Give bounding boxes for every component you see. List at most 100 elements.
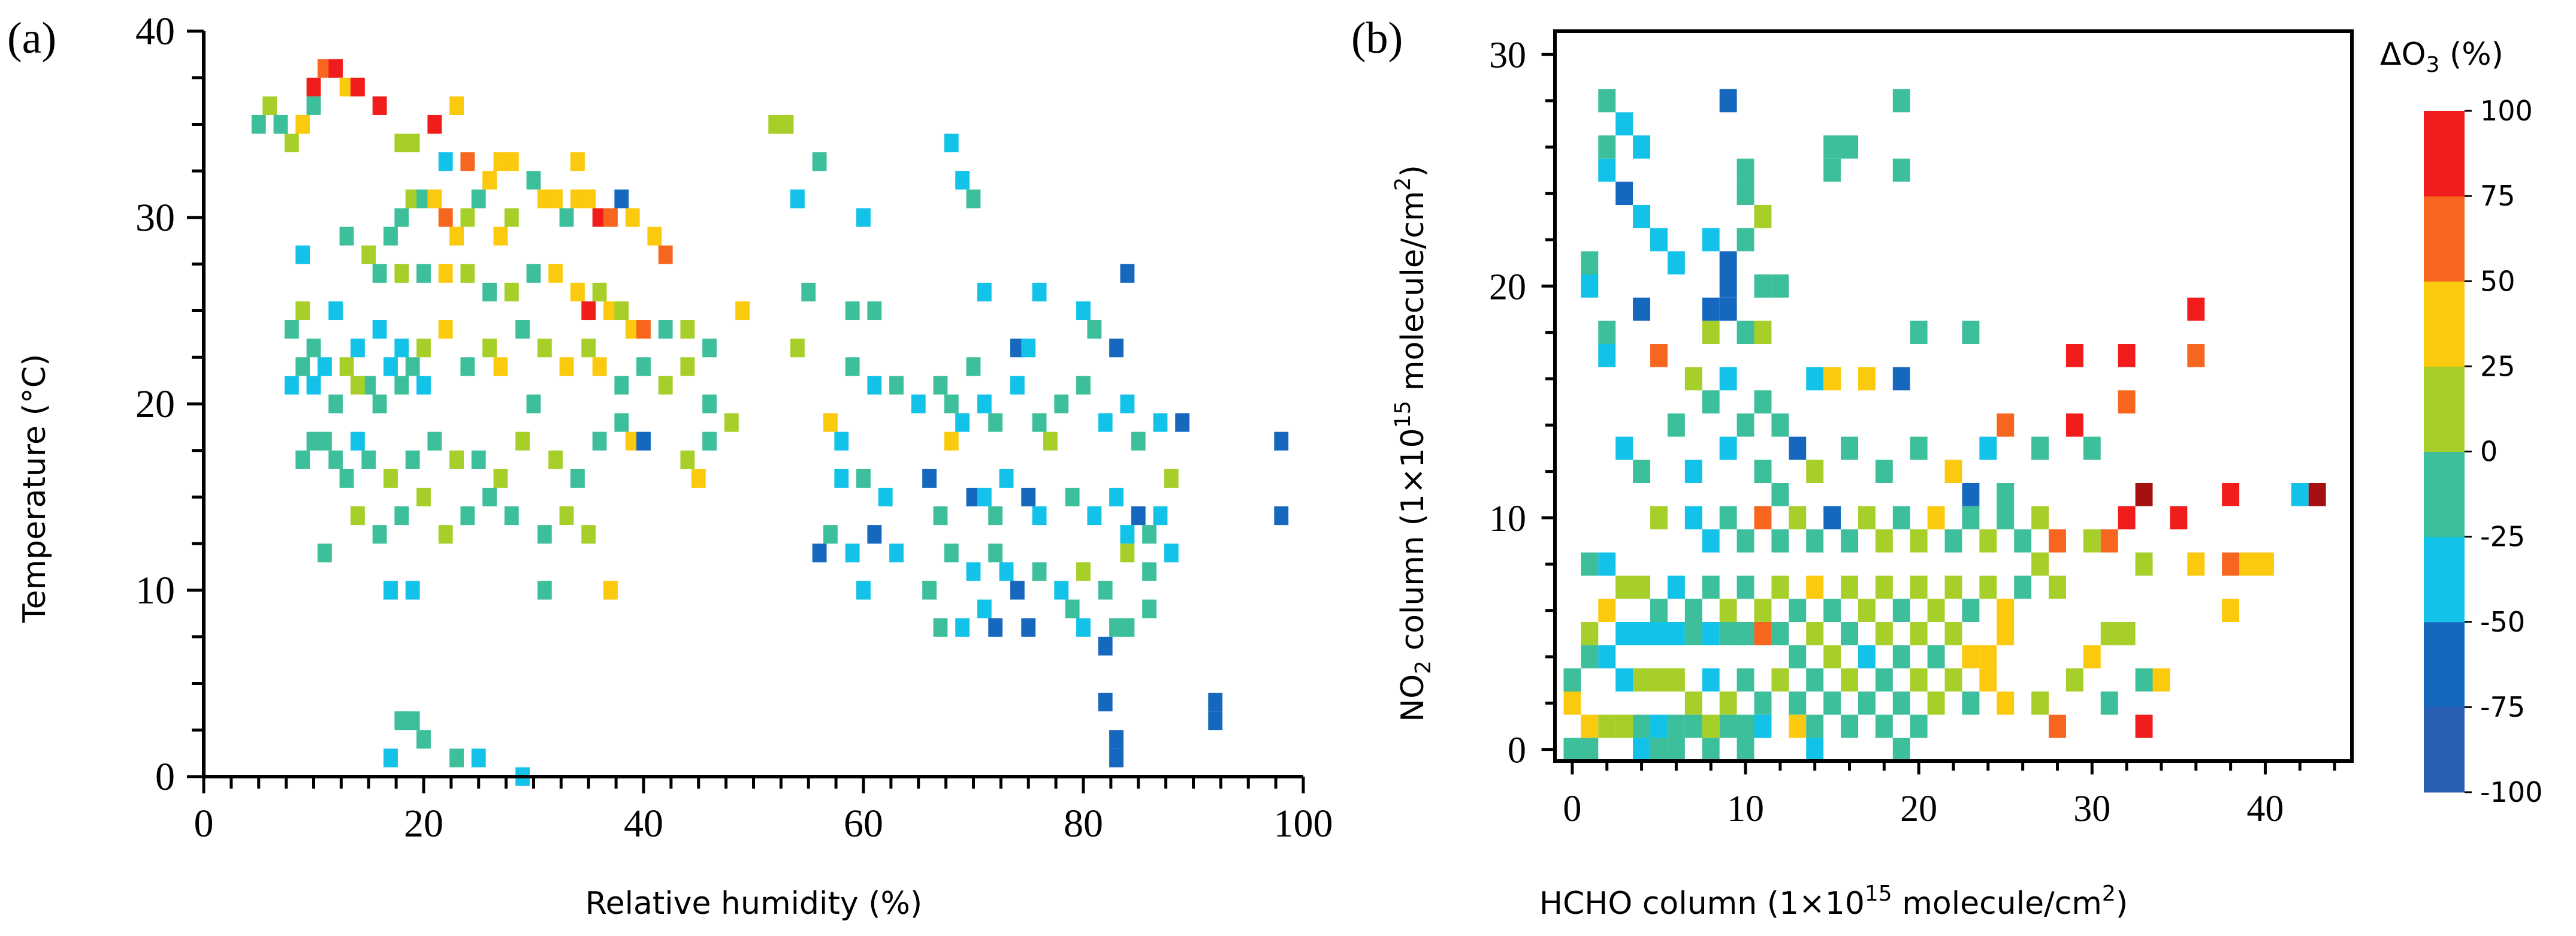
heatmap-cell [1927,599,1945,622]
heatmap-cell [1098,413,1113,432]
heatmap-cell [1581,274,1599,298]
heatmap-cell [1823,692,1841,715]
heatmap-cell [724,413,739,432]
heatmap-cell [1841,575,1858,599]
heatmap-cell [1737,182,1754,205]
heatmap-cell [372,525,387,544]
heatmap-cell [1667,668,1685,692]
heatmap-cell [537,189,552,209]
heatmap-cell [339,77,354,96]
heatmap-cell [449,96,464,115]
heatmap-cell [1120,394,1135,413]
heatmap-cell [812,544,827,563]
heatmap-cell [317,544,332,563]
heatmap-cell [350,77,365,96]
heatmap-cell [1754,274,1772,298]
heatmap-cell [1615,575,1633,599]
heatmap-cell [867,376,882,395]
heatmap-cell [1997,692,2015,715]
heatmap-cell [1875,529,1893,552]
heatmap-cell [1702,321,1720,344]
heatmap-cell [1979,645,1997,669]
colorbar: ΔO3 (%) 100 75 50 25 0 -25 -50 -75 -100 [2380,37,2542,808]
heatmap-cell [1754,506,1772,530]
heatmap-cell [581,339,596,358]
heatmap-cell [2222,483,2240,506]
heatmap-cell [1841,135,1858,159]
heatmap-cell [471,748,486,768]
heatmap-cell [779,114,794,134]
heatmap-cell [460,506,475,526]
heatmap-cell [1719,599,1737,622]
heatmap-cell [988,544,1003,563]
heatmap-cell [1806,622,1824,645]
heatmap-cell [1892,692,1910,715]
heatmap-cell [383,357,398,376]
heatmap-cell [1702,668,1720,692]
heatmap-cell [1789,645,1807,669]
heatmap-cell [2083,436,2101,460]
heatmap-cell [1109,730,1124,749]
heatmap-cell [680,450,695,469]
heatmap-cell [2187,344,2205,367]
heatmap-cell [1581,645,1599,669]
heatmap-cell [2118,622,2136,645]
heatmap-cell [2100,622,2118,645]
y-tick-label: 0 [1508,730,1526,771]
heatmap-cell [1737,529,1754,552]
heatmap-cell [394,376,409,395]
axes-a: 0 20 40 60 80 100 0 10 20 30 40 [135,10,1333,846]
heatmap-cell [1054,581,1069,600]
heatmap-cell [988,618,1003,637]
heatmap-cell [383,581,398,600]
heatmap-cell [2118,390,2136,413]
colorbar-tick-label: 50 [2480,265,2515,297]
heatmap-cell [306,96,321,115]
heatmap-cell [438,208,453,227]
heatmap-cell [438,320,453,339]
heatmap-cell [482,171,497,190]
colorbar-band [2424,451,2465,538]
heatmap-cell [1771,413,1789,437]
heatmap-cell [658,320,673,339]
heatmap-cell [1737,158,1754,182]
heatmap-cell [460,152,475,171]
heatmap-cell [1120,264,1135,283]
heatmap-cell [1598,599,1616,622]
heatmap-cell [1076,301,1091,321]
heatmap-cell [1164,544,1179,563]
heatmap-cell [2118,506,2136,530]
heatmap-cell [614,301,629,321]
heatmap-cell [1806,714,1824,738]
y-tick-label: 30 [135,196,175,240]
heatmap-cell [328,59,343,78]
heatmap-cell [394,339,409,358]
heatmap-cell [1737,413,1754,437]
heatmap-cell [856,469,871,488]
heatmap-cell [2256,552,2274,576]
heatmap-cell [1823,158,1841,182]
heatmap-cell [251,114,266,134]
heatmap-cell [1021,339,1036,358]
heatmap-cell [350,506,365,526]
y-tick-label: 0 [155,755,175,799]
heatmap-cell [372,394,387,413]
heatmap-cell [394,264,409,283]
heatmap-cell [1120,525,1135,544]
heatmap-cell [1823,645,1841,669]
heatmap-cell [1962,645,1980,669]
heatmap-cell [405,189,420,209]
heatmap-cell [1702,575,1720,599]
heatmap-cell [1598,321,1616,344]
heatmap-cell [427,431,442,451]
colorbar-tick-label: 0 [2480,436,2498,468]
colorbar-tick-label: 100 [2480,95,2533,127]
heatmap-cell [1806,460,1824,483]
heatmap-cell [1910,436,1928,460]
heatmap-cell [1754,622,1772,645]
heatmap-cell [1076,562,1091,581]
heatmap-cell [977,487,992,507]
heatmap-cell [1615,112,1633,135]
heatmap-cell [1910,321,1928,344]
